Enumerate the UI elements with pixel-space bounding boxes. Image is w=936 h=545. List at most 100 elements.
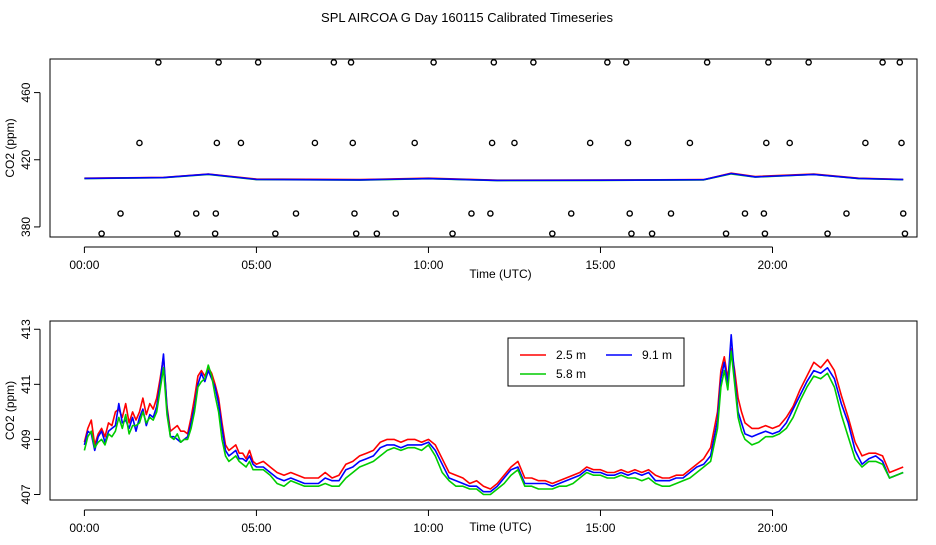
data-point bbox=[237, 139, 245, 147]
legend-label: 2.5 m bbox=[556, 348, 586, 362]
y-tick-label: 380 bbox=[19, 217, 33, 237]
data-point bbox=[899, 210, 907, 217]
y-axis-label: CO2 (ppm) bbox=[3, 381, 17, 440]
data-point bbox=[155, 59, 162, 66]
x-axis: 00:00 05:00 10:00 15:00 20:00 bbox=[69, 509, 788, 535]
data-point bbox=[901, 230, 909, 237]
data-point bbox=[488, 139, 496, 147]
y-tick-label: 411 bbox=[19, 374, 33, 393]
data-point bbox=[215, 59, 222, 66]
data-point bbox=[211, 230, 219, 237]
data-point bbox=[549, 230, 556, 237]
x-tick-label: 00:00 bbox=[69, 521, 99, 535]
data-point bbox=[622, 59, 630, 66]
x-axis-label: Time (UTC) bbox=[469, 520, 531, 534]
data-point bbox=[530, 59, 537, 66]
y-tick-label: 460 bbox=[19, 82, 33, 102]
data-point bbox=[862, 139, 869, 147]
data-point bbox=[212, 210, 220, 217]
data-point bbox=[173, 230, 181, 237]
y-axis: 380 420 460 bbox=[19, 82, 41, 237]
x-tick-label: 15:00 bbox=[585, 258, 615, 272]
data-point bbox=[722, 230, 730, 237]
data-point bbox=[351, 210, 358, 217]
data-point bbox=[98, 230, 105, 237]
data-point bbox=[449, 230, 456, 237]
legend-box bbox=[507, 337, 685, 387]
data-point bbox=[349, 139, 357, 147]
y-tick-label: 413 bbox=[19, 319, 33, 339]
y-tick-label: 407 bbox=[19, 484, 33, 504]
data-point bbox=[843, 210, 850, 217]
data-point bbox=[898, 139, 905, 147]
data-point bbox=[347, 59, 355, 66]
x-tick-label: 20:00 bbox=[757, 521, 787, 535]
data-point bbox=[311, 139, 319, 147]
x-tick-label: 10:00 bbox=[413, 521, 443, 535]
y-axis-label: CO2 (ppm) bbox=[3, 118, 17, 177]
data-point bbox=[272, 230, 279, 237]
data-point bbox=[192, 210, 200, 217]
series-line-2 bbox=[83, 334, 904, 493]
chart-panel-1: 00:00 05:00 10:00 15:00 20:00 Time (UTC) 380 42… bbox=[3, 58, 918, 281]
data-point bbox=[213, 139, 221, 147]
x-tick-label: 00:00 bbox=[69, 258, 99, 272]
data-point bbox=[686, 139, 694, 147]
data-point bbox=[763, 139, 770, 147]
data-point bbox=[511, 139, 518, 147]
x-tick-label: 20:00 bbox=[757, 258, 787, 272]
data-point bbox=[136, 139, 143, 147]
scatter-series bbox=[98, 59, 909, 237]
data-point bbox=[411, 139, 418, 147]
data-point bbox=[624, 139, 632, 147]
data-point bbox=[490, 59, 498, 66]
data-point bbox=[626, 210, 634, 217]
series-line-4 bbox=[84, 172, 904, 182]
data-point bbox=[703, 59, 711, 66]
data-point bbox=[786, 139, 794, 147]
data-point bbox=[760, 210, 768, 217]
data-point bbox=[373, 230, 381, 237]
x-tick-label: 05:00 bbox=[241, 258, 271, 272]
data-point bbox=[805, 59, 812, 66]
data-point bbox=[254, 59, 262, 66]
data-point bbox=[628, 230, 635, 237]
data-point bbox=[896, 59, 904, 66]
data-point bbox=[824, 230, 831, 237]
x-tick-label: 15:00 bbox=[585, 521, 615, 535]
y-tick-label: 420 bbox=[19, 149, 33, 169]
x-axis-label: Time (UTC) bbox=[469, 267, 531, 281]
legend: 2.5 m 9.1 m 5.8 m bbox=[507, 337, 685, 387]
data-point bbox=[648, 230, 656, 237]
figure-title: SPL AIRCOA G Day 160115 Calibrated Times… bbox=[321, 10, 613, 25]
plot-frame bbox=[49, 58, 918, 238]
data-point bbox=[879, 59, 886, 66]
data-point bbox=[487, 210, 494, 217]
data-point bbox=[352, 230, 360, 237]
series-line-3 bbox=[83, 350, 904, 496]
x-tick-label: 10:00 bbox=[413, 258, 443, 272]
data-point bbox=[667, 210, 675, 217]
data-point bbox=[586, 139, 594, 147]
data-point bbox=[330, 59, 338, 66]
data-point bbox=[468, 210, 475, 217]
data-point bbox=[117, 210, 124, 217]
y-axis: 407 409 411 413 bbox=[19, 319, 41, 505]
data-point bbox=[430, 59, 437, 66]
legend-label: 5.8 m bbox=[556, 367, 586, 381]
data-point bbox=[392, 210, 400, 217]
x-tick-label: 05:00 bbox=[241, 521, 271, 535]
data-point bbox=[741, 210, 749, 217]
data-point bbox=[604, 59, 611, 66]
legend-label: 9.1 m bbox=[642, 348, 672, 362]
data-point bbox=[567, 210, 575, 217]
plot-frame bbox=[49, 320, 918, 501]
y-tick-label: 409 bbox=[19, 429, 33, 449]
data-point bbox=[765, 59, 772, 66]
x-axis: 00:00 05:00 10:00 15:00 20:00 bbox=[69, 246, 788, 272]
data-point bbox=[292, 210, 300, 217]
data-point bbox=[761, 230, 769, 237]
